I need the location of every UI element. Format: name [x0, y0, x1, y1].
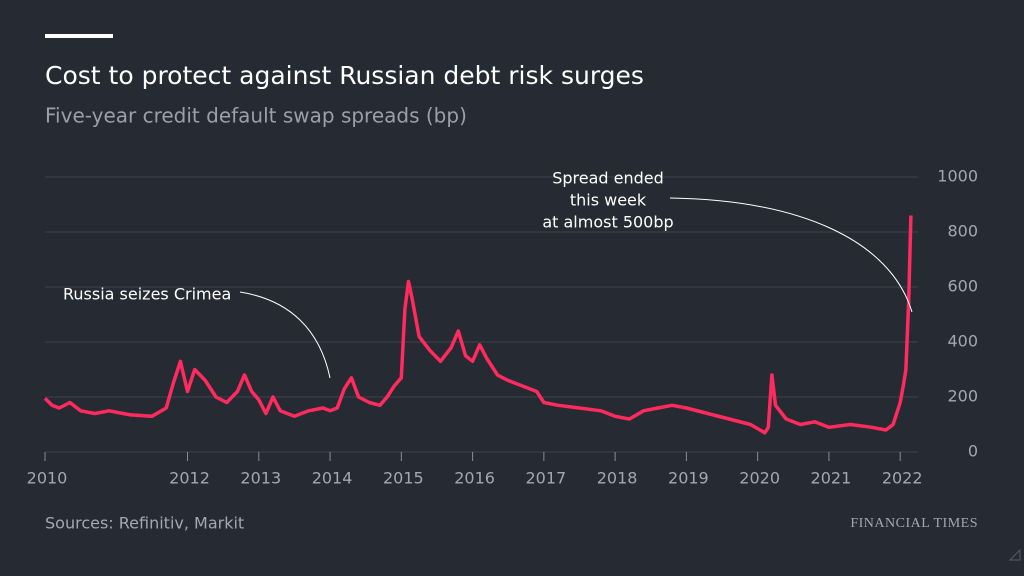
chart-subtitle: Five-year credit default swap spreads (b… — [45, 104, 467, 128]
x-tick-label: 2010 — [27, 469, 68, 488]
series-line — [43, 215, 913, 435]
x-tick-label: 2015 — [383, 469, 424, 488]
y-tick-label: 800 — [947, 222, 978, 241]
annotation: Spread ended — [552, 169, 664, 188]
x-tick-label: 2014 — [312, 469, 353, 488]
annotation: Russia seizes Crimea — [63, 285, 231, 304]
y-tick-label: 200 — [947, 387, 978, 406]
plot — [43, 215, 913, 435]
y-tick-label: 0 — [968, 442, 978, 461]
x-tick-label: 2021 — [811, 469, 852, 488]
y-tick-label: 1000 — [937, 167, 978, 186]
grid: 0 200 400 600 800 1000 2010 2012 2013 2014 2015 201… — [27, 167, 978, 488]
y-tick-label: 400 — [947, 332, 978, 351]
header-bar — [45, 34, 113, 38]
callout-line — [239, 291, 331, 379]
annotation: this week — [570, 191, 647, 210]
x-tick-label: 2020 — [739, 469, 780, 488]
annotations: Russia seizes Crimea Spread ended this wee… — [63, 169, 674, 304]
chart-title: Cost to protect against Russian debt ris… — [45, 61, 644, 90]
x-tick-label: 2019 — [668, 469, 709, 488]
x-tick-label: 2012 — [169, 469, 210, 488]
x-tick-label: 2018 — [597, 469, 638, 488]
corner-mark — [1008, 548, 1021, 561]
x-tick-label: 2022 — [882, 469, 923, 488]
x-tick-label: 2013 — [240, 469, 281, 488]
x-tick-label: 2016 — [454, 469, 495, 488]
x-tick-label: 2017 — [525, 469, 566, 488]
y-tick-label: 600 — [947, 277, 978, 296]
source: Sources: Refinitiv, Markit — [45, 514, 244, 533]
callout-line — [669, 197, 913, 313]
brand: FINANCIAL TIMES — [850, 516, 978, 531]
annotation: at almost 500bp — [542, 213, 673, 232]
